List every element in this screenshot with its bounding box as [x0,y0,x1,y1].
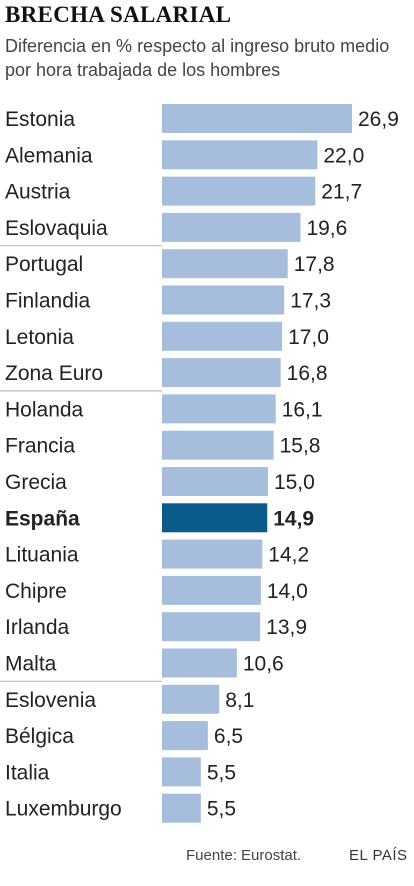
bar [162,539,263,569]
category-label: Portugal [5,253,83,276]
category-label: Francia [5,435,75,458]
category-label: España [5,507,80,530]
category-label: Chipre [5,580,67,603]
category-label: Eslovaquia [5,217,108,240]
category-label: Irlanda [5,616,70,639]
category-label: Letonia [5,326,74,349]
bar [162,757,201,787]
chart-subtitle: Diferencia en % respecto al ingreso brut… [5,36,390,80]
value-label: 21,7 [321,181,362,204]
chart-title: BRECHA SALARIAL [5,2,232,27]
bar [162,430,274,460]
category-label: Estonia [5,108,75,131]
category-label: Malta [5,653,57,676]
category-label: Lituania [5,544,79,567]
value-label: 19,6 [306,217,347,240]
category-label: Austria [5,181,71,204]
bar [162,467,268,496]
value-label: 8,1 [225,689,254,712]
value-label: 5,5 [207,798,236,821]
bar [162,321,283,351]
value-label: 16,8 [287,362,328,385]
value-label: 26,9 [358,108,399,131]
value-label: 16,1 [282,398,323,421]
bar [162,793,201,823]
bar [162,104,352,133]
publisher-logo: EL PAÍS [349,847,408,864]
bar [162,612,261,642]
bar [162,285,285,315]
value-label: 14,9 [273,507,314,530]
category-label: Holanda [5,398,84,421]
category-label: Eslovenia [5,689,96,712]
value-label: 17,3 [290,290,331,313]
bar [162,176,316,206]
category-label: Italia [5,761,50,784]
bar [162,648,237,678]
category-label: Grecia [5,471,67,494]
bar [162,394,276,424]
category-label: Zona Euro [5,362,103,385]
category-label: Alemania [5,144,93,167]
value-label: 14,0 [267,580,308,603]
bar [162,684,220,714]
value-label: 17,8 [294,253,335,276]
value-label: 13,9 [266,616,307,639]
value-label: 22,0 [323,144,364,167]
value-label: 17,0 [288,326,329,349]
bar [162,575,261,605]
bar [162,249,288,279]
bar [162,358,281,388]
value-label: 10,6 [243,653,284,676]
category-label: Bélgica [5,725,74,748]
value-label: 5,5 [207,761,236,784]
value-label: 15,0 [274,471,315,494]
source-note: Fuente: Eurostat. [186,847,302,864]
category-label: Luxemburgo [5,798,122,821]
bar-highlight [162,503,268,533]
value-label: 15,8 [280,435,321,458]
bar [162,212,301,242]
value-label: 6,5 [214,725,243,748]
bar [162,721,208,751]
category-label: Finlandia [5,290,91,313]
value-label: 14,2 [268,544,309,567]
bar [162,140,318,170]
